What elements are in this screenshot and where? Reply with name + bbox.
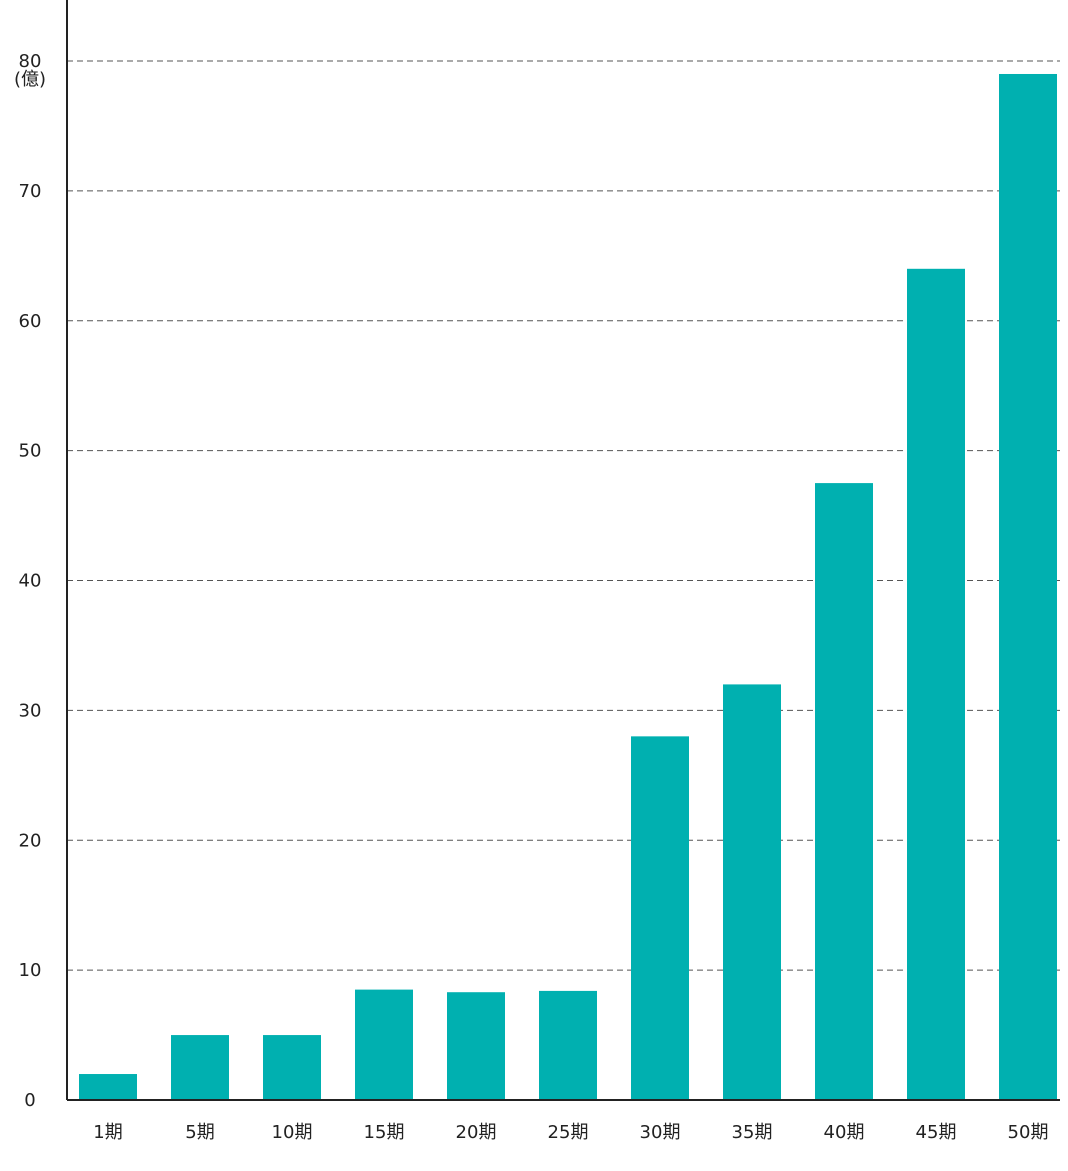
y-tick-label-70: 70 <box>19 181 42 202</box>
bar-5期 <box>171 1035 229 1100</box>
bar-50期 <box>999 73 1057 1100</box>
bar-15期 <box>355 989 413 1100</box>
y-unit-label: (億) <box>14 69 46 90</box>
x-tick-label-45期: 45期 <box>916 1122 957 1143</box>
y-tick-label-80: 80 <box>19 51 42 72</box>
y-tick-label-10: 10 <box>19 960 42 981</box>
bar-30期 <box>631 736 689 1100</box>
y-tick-label-30: 30 <box>19 700 42 721</box>
bar-1期 <box>79 1074 137 1100</box>
x-tick-label-5期: 5期 <box>185 1122 214 1143</box>
x-tick-label-25期: 25期 <box>548 1122 589 1143</box>
bar-25期 <box>539 990 597 1100</box>
y-tick-label-40: 40 <box>19 571 42 592</box>
x-tick-label-15期: 15期 <box>364 1122 405 1143</box>
bars <box>79 73 1057 1100</box>
x-tick-label-10期: 10期 <box>272 1122 313 1143</box>
y-tick-label-60: 60 <box>19 311 42 332</box>
y-tick-label-20: 20 <box>19 830 42 851</box>
axes <box>66 0 1060 1101</box>
x-tick-label-35期: 35期 <box>732 1122 773 1143</box>
x-tick-label-40期: 40期 <box>824 1122 865 1143</box>
bar-40期 <box>815 483 873 1100</box>
x-tick-label-20期: 20期 <box>456 1122 497 1143</box>
x-tick-labels: 1期 5期 10期 15期 20期 25期 30期 35期 40期 45期 50期 <box>93 1122 1048 1143</box>
y-tick-label-0: 0 <box>24 1090 35 1111</box>
x-tick-label-30期: 30期 <box>640 1122 681 1143</box>
gridlines <box>67 60 1060 971</box>
bar-20期 <box>447 992 505 1100</box>
y-tick-labels: 0 10 20 30 40 50 60 70 80 <box>19 51 42 1111</box>
bar-35期 <box>723 684 781 1100</box>
bar-45期 <box>907 268 965 1100</box>
y-tick-label-50: 50 <box>19 441 42 462</box>
x-tick-label-1期: 1期 <box>93 1122 122 1143</box>
x-tick-label-50期: 50期 <box>1008 1122 1049 1143</box>
bar-10期 <box>263 1035 321 1100</box>
